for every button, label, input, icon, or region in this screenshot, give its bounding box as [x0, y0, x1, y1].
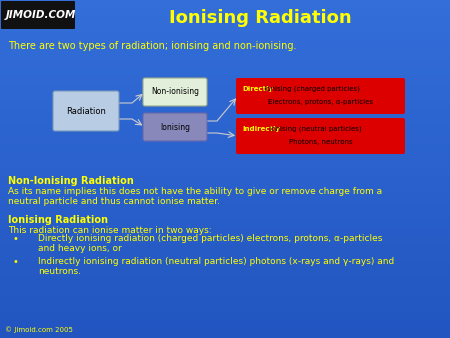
Text: As its name implies this does not have the ability to give or remove charge from: As its name implies this does not have t…	[8, 187, 382, 196]
Text: Photons, neutrons: Photons, neutrons	[289, 139, 352, 145]
Text: This radiation can ionise matter in two ways:: This radiation can ionise matter in two …	[8, 226, 211, 235]
Bar	[0, 17, 450, 25]
Bar	[0, 203, 450, 211]
Bar	[0, 296, 450, 304]
Bar	[0, 84, 450, 93]
Bar	[0, 220, 450, 228]
Text: Non-Ionising Radiation: Non-Ionising Radiation	[8, 176, 134, 186]
Bar	[0, 135, 450, 144]
Bar	[0, 93, 450, 101]
Text: JIMOID.COM: JIMOID.COM	[6, 10, 76, 20]
Bar	[0, 330, 450, 338]
Bar	[0, 211, 450, 220]
Bar	[0, 321, 450, 330]
Bar	[0, 245, 450, 254]
FancyBboxPatch shape	[143, 78, 207, 106]
Bar	[0, 152, 450, 161]
Text: Ionising Radiation: Ionising Radiation	[8, 215, 108, 225]
Bar	[0, 279, 450, 287]
Bar	[0, 144, 450, 152]
Bar	[0, 25, 450, 34]
Bar	[0, 101, 450, 110]
Bar	[0, 169, 450, 177]
Text: •: •	[13, 257, 19, 267]
Bar	[0, 313, 450, 321]
Text: There are two types of radiation; ionising and non-ionising.: There are two types of radiation; ionisi…	[8, 41, 297, 51]
Text: Ionising: Ionising	[160, 122, 190, 131]
Bar	[0, 0, 450, 8]
Text: Indirectly ionising radiation (neutral particles) photons (x-rays and γ-rays) an: Indirectly ionising radiation (neutral p…	[38, 257, 394, 266]
Text: ionising (neutral particles): ionising (neutral particles)	[267, 126, 362, 132]
Bar	[0, 262, 450, 270]
FancyBboxPatch shape	[53, 91, 119, 131]
Bar	[0, 177, 450, 186]
Bar	[0, 76, 450, 84]
Bar	[0, 270, 450, 279]
Bar	[0, 8, 450, 17]
Bar	[0, 42, 450, 51]
FancyBboxPatch shape	[236, 118, 405, 154]
FancyBboxPatch shape	[143, 113, 207, 141]
Bar	[0, 161, 450, 169]
Bar	[0, 68, 450, 76]
Text: Ionising Radiation: Ionising Radiation	[169, 9, 351, 27]
Bar	[0, 237, 450, 245]
Text: neutrons.: neutrons.	[38, 267, 81, 276]
Bar	[0, 186, 450, 194]
Bar	[0, 34, 450, 42]
Text: •: •	[13, 234, 19, 244]
Bar	[0, 59, 450, 68]
FancyBboxPatch shape	[236, 78, 405, 114]
Bar	[0, 287, 450, 296]
Text: Directly: Directly	[242, 86, 273, 92]
Bar	[0, 304, 450, 313]
Bar	[0, 194, 450, 203]
Text: Directly ionising radiation (charged particles) electrons, protons, α-particles: Directly ionising radiation (charged par…	[38, 234, 382, 243]
Bar	[0, 118, 450, 127]
Text: © Jimoid.com 2005: © Jimoid.com 2005	[5, 327, 73, 333]
Text: Radiation: Radiation	[66, 106, 106, 116]
FancyBboxPatch shape	[1, 1, 75, 29]
Bar	[0, 110, 450, 118]
Text: and heavy ions, or: and heavy ions, or	[38, 244, 122, 253]
Text: Electrons, protons, α-particles: Electrons, protons, α-particles	[268, 99, 373, 105]
Bar	[0, 228, 450, 237]
Bar	[0, 127, 450, 135]
Bar	[0, 254, 450, 262]
Text: Indirectly: Indirectly	[242, 126, 280, 132]
Bar	[0, 51, 450, 59]
Text: ionising (charged particles): ionising (charged particles)	[262, 86, 360, 92]
Text: neutral particle and thus cannot ionise matter.: neutral particle and thus cannot ionise …	[8, 197, 220, 206]
Text: Non-ionising: Non-ionising	[151, 88, 199, 97]
